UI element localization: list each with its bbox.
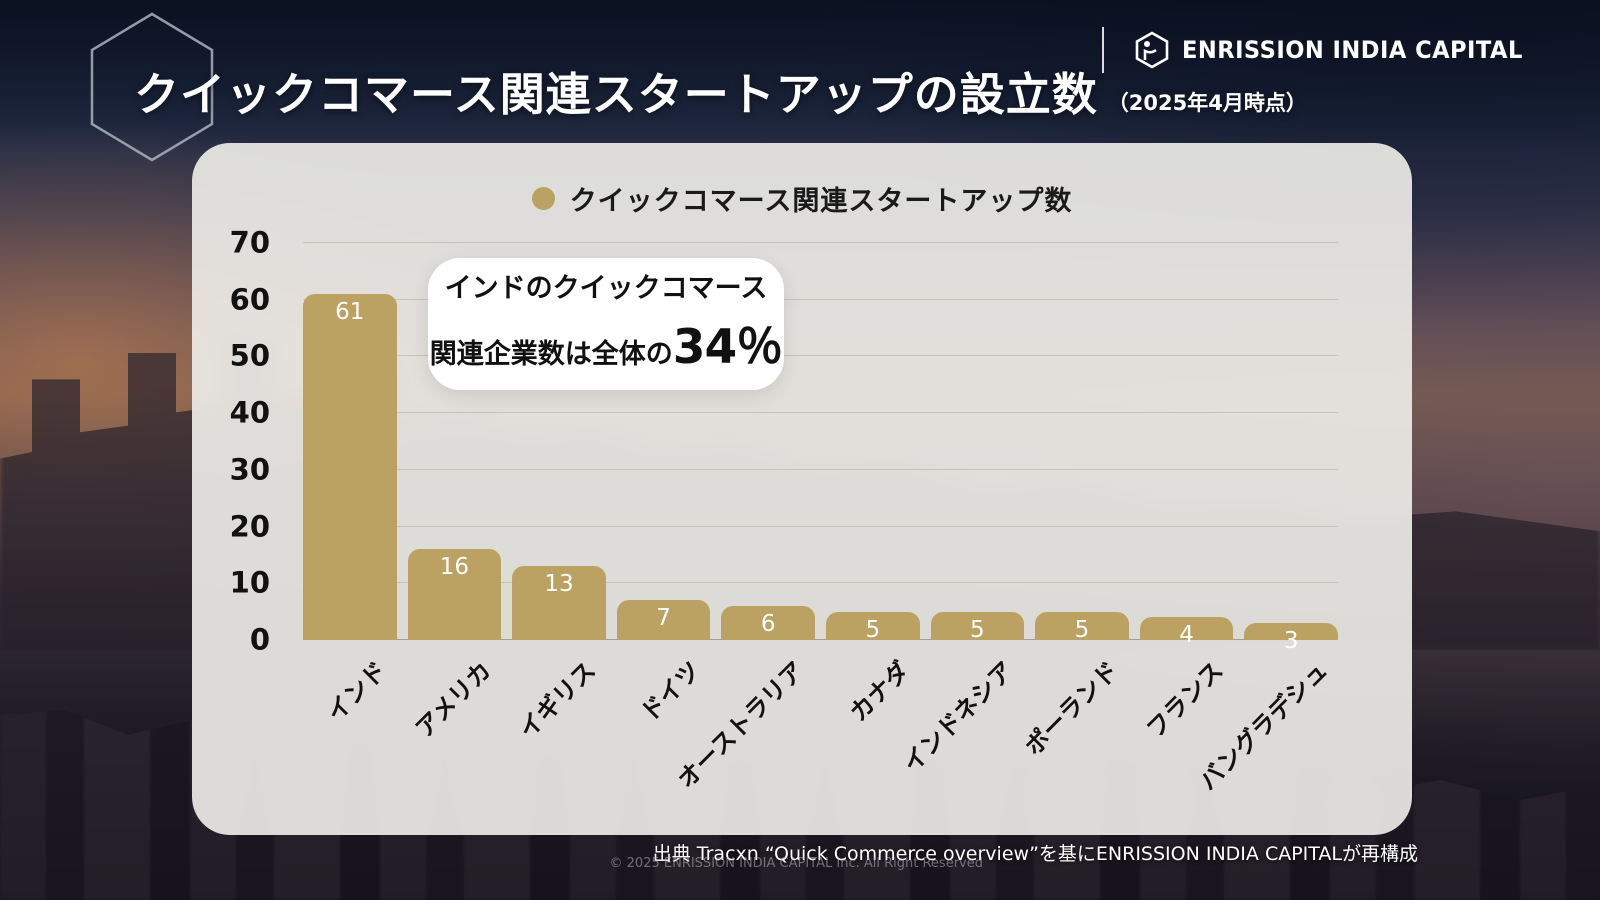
bar-slot: 6 オーストラリア	[672, 243, 815, 794]
plot-area: 61 インド 16 アメリカ 13 イギリス 7 ドイツ 6 オーストラリア 5 カナダ 5 インドネシア…	[303, 242, 1338, 796]
callout-line2: 関連企業数は全体の 34％	[429, 308, 783, 377]
chart-panel: クイックコマース関連スタートアップ数 0 10 20 30 40 50 60 70 61 インド…	[192, 143, 1412, 835]
bar-slot: 13 イギリス	[512, 243, 606, 744]
bar-value-label: 3	[1283, 628, 1299, 654]
title-text: クイックコマース関連スタートアップの設立数	[134, 68, 1098, 121]
bar-slot: 61 インド	[303, 243, 397, 727]
bars-row: 61 インド 16 アメリカ 13 イギリス 7 ドイツ 6 オーストラリア 5 カナダ 5 インドネシア…	[303, 243, 1338, 796]
gridline	[303, 639, 1338, 640]
x-axis-category-label: フランス	[1141, 656, 1229, 744]
gridline	[303, 355, 1338, 357]
bar-slot: 7 ドイツ	[616, 243, 711, 727]
y-axis-tick-label: 10	[229, 565, 270, 600]
callout-line2-prefix: 関連企業数は全体の	[429, 338, 673, 370]
bar-slot: 3 バングラデシュ	[1194, 243, 1338, 796]
bar-slot: 5 ポーランド	[1019, 243, 1129, 761]
legend-marker-icon	[531, 187, 555, 210]
brand-logo: ENRISSION INDIA CAPITAL	[1102, 26, 1545, 74]
brand-divider	[1102, 27, 1105, 73]
y-axis-tick-label: 30	[229, 452, 270, 487]
x-axis-category-label: アメリカ	[409, 656, 497, 744]
x-axis-category-label: インドネシア	[897, 656, 1020, 778]
bar: 5	[825, 611, 920, 643]
y-axis-tick-label: 70	[229, 225, 270, 260]
y-axis: 0 10 20 30 40 50 60 70	[192, 228, 284, 654]
x-axis-category-label: イギリス	[513, 656, 602, 744]
bar: 5	[1035, 611, 1129, 643]
y-axis-tick-label: 50	[229, 338, 270, 373]
bar: 6	[721, 605, 815, 640]
gridline	[303, 242, 1338, 243]
chart-legend: クイックコマース関連スタートアップ数	[192, 179, 1412, 218]
bar-value-label: 7	[656, 605, 671, 632]
y-axis-tick-label: 60	[229, 282, 270, 317]
title-date-note: （2025年4月時点）	[1107, 91, 1307, 115]
y-axis-tick-label: 20	[229, 509, 270, 544]
bar: 3	[1244, 623, 1338, 653]
x-axis-category-label: インド	[321, 656, 392, 727]
bar-value-label: 13	[544, 571, 574, 598]
legend-label: クイックコマース関連スタートアップ数	[569, 186, 1073, 217]
bar-value-label: 4	[1179, 622, 1194, 649]
bar-slot: 4 フランス	[1139, 243, 1234, 744]
hexagon-outline-icon	[90, 12, 214, 162]
bar: 13	[512, 566, 606, 640]
x-axis-category-label: カナダ	[844, 656, 915, 727]
page-title: クイックコマース関連スタートアップの設立数 （2025年4月時点）	[134, 58, 1307, 123]
annotation-callout: インドのクイックコマース 関連企業数は全体の 34％	[428, 258, 784, 390]
x-axis-category-label: ドイツ	[634, 656, 706, 727]
bar-value-label: 16	[439, 554, 470, 581]
bar: 5	[930, 611, 1025, 643]
bar-value-label: 5	[970, 616, 985, 643]
callout-line1: インドのクイックコマース	[444, 273, 768, 305]
gridline	[303, 582, 1338, 584]
y-axis-tick-label: 0	[249, 622, 270, 657]
bar: 61	[303, 294, 397, 640]
source-attribution: 出典 Tracxn “Quick Commerce overview”を基にEN…	[652, 843, 1418, 865]
bar-slot: 16 アメリカ	[407, 243, 502, 743]
bar-value-label: 5	[865, 616, 881, 643]
callout-percentage: 34％	[672, 319, 783, 375]
gridline	[303, 298, 1338, 300]
bar-value-label: 5	[1074, 616, 1090, 643]
gridline	[303, 412, 1338, 414]
bar: 7	[616, 600, 711, 640]
gridline	[303, 525, 1338, 527]
bar: 16	[407, 549, 502, 640]
y-axis-tick-label: 40	[229, 395, 270, 430]
bar-value-label: 6	[760, 610, 776, 637]
bar-slot: 5 インドネシア	[898, 243, 1025, 778]
copyright-notice: © 2025 ENRISSION INDIA CAPITAL Inc. All …	[609, 856, 983, 871]
bar-value-label: 61	[335, 299, 365, 326]
x-axis-category-label: ポーランド	[1019, 656, 1124, 761]
bar: 4	[1139, 617, 1234, 647]
brand-hexagon-icon	[1132, 30, 1172, 70]
brand-name: ENRISSION INDIA CAPITAL	[1182, 36, 1524, 64]
header-shade	[0, 0, 1600, 150]
gridline	[303, 468, 1338, 470]
bar-slot: 5 カナダ	[825, 243, 920, 727]
